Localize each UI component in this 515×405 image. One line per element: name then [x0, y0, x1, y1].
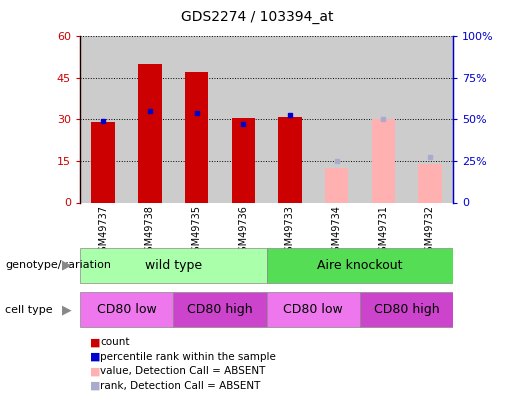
Text: percentile rank within the sample: percentile rank within the sample	[100, 352, 277, 362]
Bar	[80, 292, 173, 327]
Text: cell type: cell type	[5, 305, 53, 315]
Text: ▶: ▶	[62, 259, 72, 272]
Bar	[418, 164, 441, 202]
Bar	[360, 36, 406, 202]
Bar	[360, 292, 453, 327]
Bar	[406, 36, 453, 202]
Bar	[220, 36, 267, 202]
Text: CD80 low: CD80 low	[97, 303, 157, 316]
Bar	[80, 36, 127, 202]
Text: rank, Detection Call = ABSENT: rank, Detection Call = ABSENT	[100, 381, 261, 391]
Bar	[325, 168, 348, 202]
Bar	[92, 122, 115, 202]
Text: ■: ■	[90, 381, 100, 391]
Text: Aire knockout: Aire knockout	[317, 259, 403, 272]
Text: CD80 high: CD80 high	[374, 303, 439, 316]
Bar	[267, 36, 313, 202]
Bar	[267, 248, 453, 283]
Bar	[278, 117, 301, 202]
Text: ■: ■	[90, 337, 100, 347]
Bar	[232, 118, 255, 202]
Text: value, Detection Call = ABSENT: value, Detection Call = ABSENT	[100, 367, 266, 376]
Text: CD80 low: CD80 low	[283, 303, 343, 316]
Text: ■: ■	[90, 352, 100, 362]
Bar	[138, 64, 162, 202]
Bar	[371, 119, 395, 202]
Bar	[80, 248, 267, 283]
Bar	[173, 36, 220, 202]
Text: wild type: wild type	[145, 259, 202, 272]
Text: CD80 high: CD80 high	[187, 303, 253, 316]
Bar	[267, 292, 360, 327]
Text: ■: ■	[90, 367, 100, 376]
Text: genotype/variation: genotype/variation	[5, 260, 111, 270]
Bar	[173, 292, 267, 327]
Bar	[127, 36, 173, 202]
Text: GDS2274 / 103394_at: GDS2274 / 103394_at	[181, 10, 334, 24]
Bar	[313, 36, 360, 202]
Bar	[185, 72, 208, 202]
Text: count: count	[100, 337, 130, 347]
Text: ▶: ▶	[62, 303, 72, 316]
